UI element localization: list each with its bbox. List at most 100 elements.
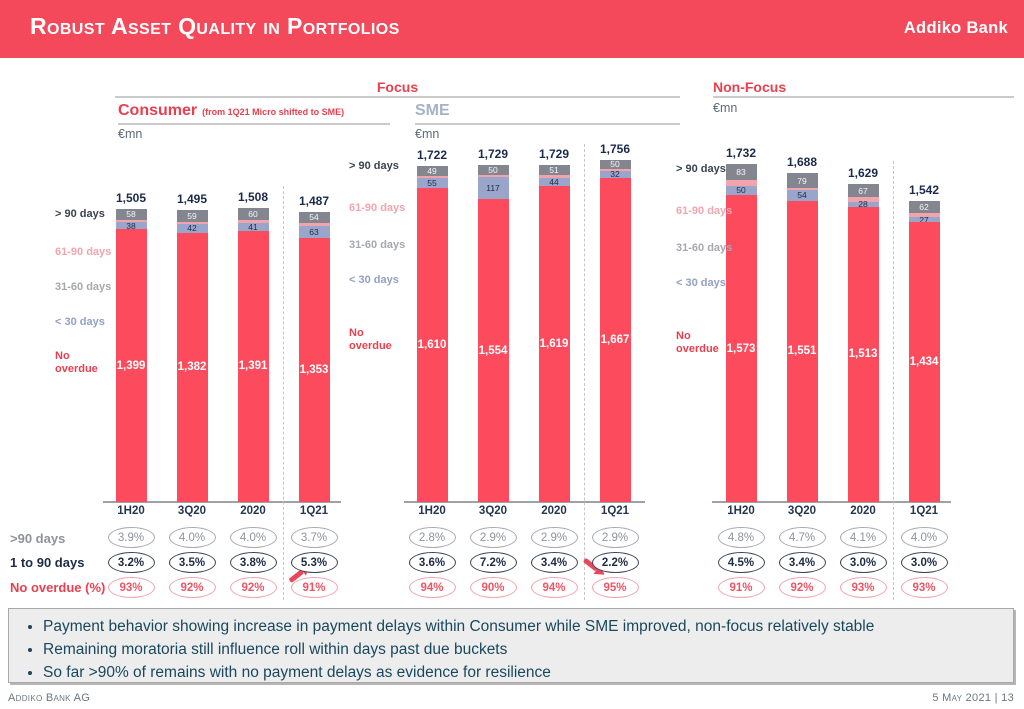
legend-item-61-90-days: 61-90 days — [676, 205, 733, 217]
bar-segment-over90: 60 — [237, 207, 269, 220]
summary-box: Payment behavior showing increase in pay… — [8, 608, 1014, 683]
non-focus-period-separator — [893, 161, 894, 600]
bar-segment-61-90 — [847, 197, 879, 202]
bar-consumer-1Q21: 54 63 1,353 — [298, 212, 330, 502]
table-oval: 5.3% — [290, 552, 338, 573]
bar-segment-over90: 58 — [115, 208, 147, 220]
bar-segment-61-90 — [115, 219, 147, 222]
bar-total-label: 1,722 — [416, 148, 448, 163]
bar-segment-under30: 42 — [176, 223, 208, 233]
legend-item-61-90-days: 61-90 days — [55, 246, 112, 258]
bar-segment-no-overdue: 1,554 — [477, 199, 509, 502]
footer-company: Addiko Bank AG — [8, 692, 91, 704]
legend-item-31-60-days: 31-60 days — [676, 242, 733, 254]
table-oval: 92% — [778, 577, 826, 598]
sme-unit-label: €mn — [415, 127, 440, 141]
x-tick-label: 2020 — [240, 505, 266, 517]
table-oval: 3.5% — [168, 552, 216, 573]
legend-item-31-60-days: 31-60 days — [349, 239, 406, 251]
bar-segment-over90: 49 — [416, 166, 448, 176]
table-oval: 94% — [408, 577, 456, 598]
legend-item--30-days: < 30 days — [55, 316, 105, 328]
table-row-label-over90: >90 days — [10, 531, 66, 546]
consumer-period-separator — [283, 186, 284, 600]
bar-total-label: 1,756 — [599, 141, 631, 156]
legend-item--30-days: < 30 days — [676, 277, 726, 289]
table-oval: 94% — [530, 577, 578, 598]
x-tick-label: 1H20 — [418, 505, 446, 517]
table-oval: 4.0% — [900, 527, 948, 548]
table-oval: 4.8% — [717, 527, 765, 548]
x-tick-label: 1H20 — [727, 505, 755, 517]
sme-underline — [415, 123, 680, 125]
table-oval: 92% — [229, 577, 277, 598]
x-tick-label: 3Q20 — [787, 505, 817, 517]
legend-item-no-overdue: No overdue — [676, 330, 719, 355]
x-tick-label: 1H20 — [117, 505, 145, 517]
consumer-underline — [118, 123, 390, 125]
bar-total-label: 1,487 — [298, 194, 330, 209]
summary-bullet: Remaining moratoria still influence roll… — [43, 641, 999, 660]
bar-segment-no-overdue: 1,391 — [237, 230, 269, 502]
bar-consumer-3Q20: 59 42 1,382 — [176, 210, 208, 502]
focus-section-label: Focus — [376, 79, 419, 95]
summary-bullet: So far >90% of remains with no payment d… — [43, 664, 999, 683]
bar-segment-under30: 38 — [115, 221, 147, 231]
bar-segment-over90: 51 — [538, 165, 570, 175]
bar-segment-no-overdue: 1,573 — [725, 195, 757, 502]
bar-total-label: 1,729 — [538, 146, 570, 161]
summary-bullet-list: Payment behavior showing increase in pay… — [23, 618, 999, 683]
table-oval: 3.7% — [290, 527, 338, 548]
table-oval: 90% — [469, 577, 517, 598]
bar-segment-no-overdue: 1,619 — [538, 186, 570, 502]
bar-segment-under30: 117 — [477, 176, 509, 200]
legend-item-no-overdue: No overdue — [349, 327, 392, 352]
bar-segment-no-overdue: 1,667 — [599, 177, 631, 502]
bar-segment-61-90 — [298, 222, 330, 226]
bar-segment-no-overdue: 1,434 — [908, 222, 940, 502]
bar-segment-61-90 — [416, 175, 448, 178]
bar-segment-61-90 — [538, 174, 570, 178]
bar-sme-1Q21: 50 32 1,667 — [599, 159, 631, 502]
bar-segment-under30: 28 — [847, 199, 879, 209]
table-oval: 91% — [717, 577, 765, 598]
footer-date-page: 5 May 2021 | 13 — [932, 692, 1014, 704]
bar-non-focus-2020: 67 28 1,513 — [847, 184, 879, 502]
table-oval: 4.1% — [839, 527, 887, 548]
bar-segment-under30: 44 — [538, 177, 570, 187]
legend-item--90-days: > 90 days — [349, 160, 399, 172]
table-oval: 93% — [107, 577, 155, 598]
consumer-unit-label: €mn — [118, 127, 143, 141]
consumer-title-subtext: (from 1Q21 Micro shifted to SME) — [202, 107, 345, 117]
table-oval: 4.0% — [168, 527, 216, 548]
table-oval: 93% — [900, 577, 948, 598]
bar-segment-over90: 79 — [786, 172, 818, 189]
bar-sme-2020: 51 44 1,619 — [538, 165, 570, 502]
table-oval: 3.2% — [107, 552, 155, 573]
bar-segment-no-overdue: 1,353 — [298, 238, 330, 502]
legend-item--30-days: < 30 days — [349, 274, 399, 286]
bar-segment-61-90 — [786, 188, 818, 191]
bar-sme-3Q20: 50 117 1,554 — [477, 165, 509, 502]
legend-item-no-overdue: No overdue — [55, 350, 98, 375]
summary-bullet: Payment behavior showing increase in pay… — [43, 618, 999, 637]
addiko-bank-logo: Addiko Bank — [903, 19, 1008, 37]
bar-segment-over90: 54 — [298, 212, 330, 223]
sme-x-axis — [404, 501, 645, 503]
table-oval: 91% — [290, 577, 338, 598]
x-tick-label: 3Q20 — [177, 505, 207, 517]
table-oval: 93% — [839, 577, 887, 598]
non-focus-underline — [713, 96, 1014, 98]
bar-segment-61-90 — [908, 213, 940, 218]
bar-segment-under30: 55 — [416, 177, 448, 189]
bar-segment-under30: 63 — [298, 225, 330, 239]
table-oval: 3.9% — [107, 527, 155, 548]
bar-total-label: 1,629 — [847, 166, 879, 181]
consumer-title-text: Consumer — [118, 102, 198, 119]
non-focus-x-axis — [712, 501, 951, 503]
bar-total-label: 1,508 — [237, 189, 269, 204]
legend-item-31-60-days: 31-60 days — [55, 281, 112, 293]
x-tick-label: 1Q21 — [909, 505, 939, 517]
sme-chart-title: SME — [415, 102, 450, 119]
